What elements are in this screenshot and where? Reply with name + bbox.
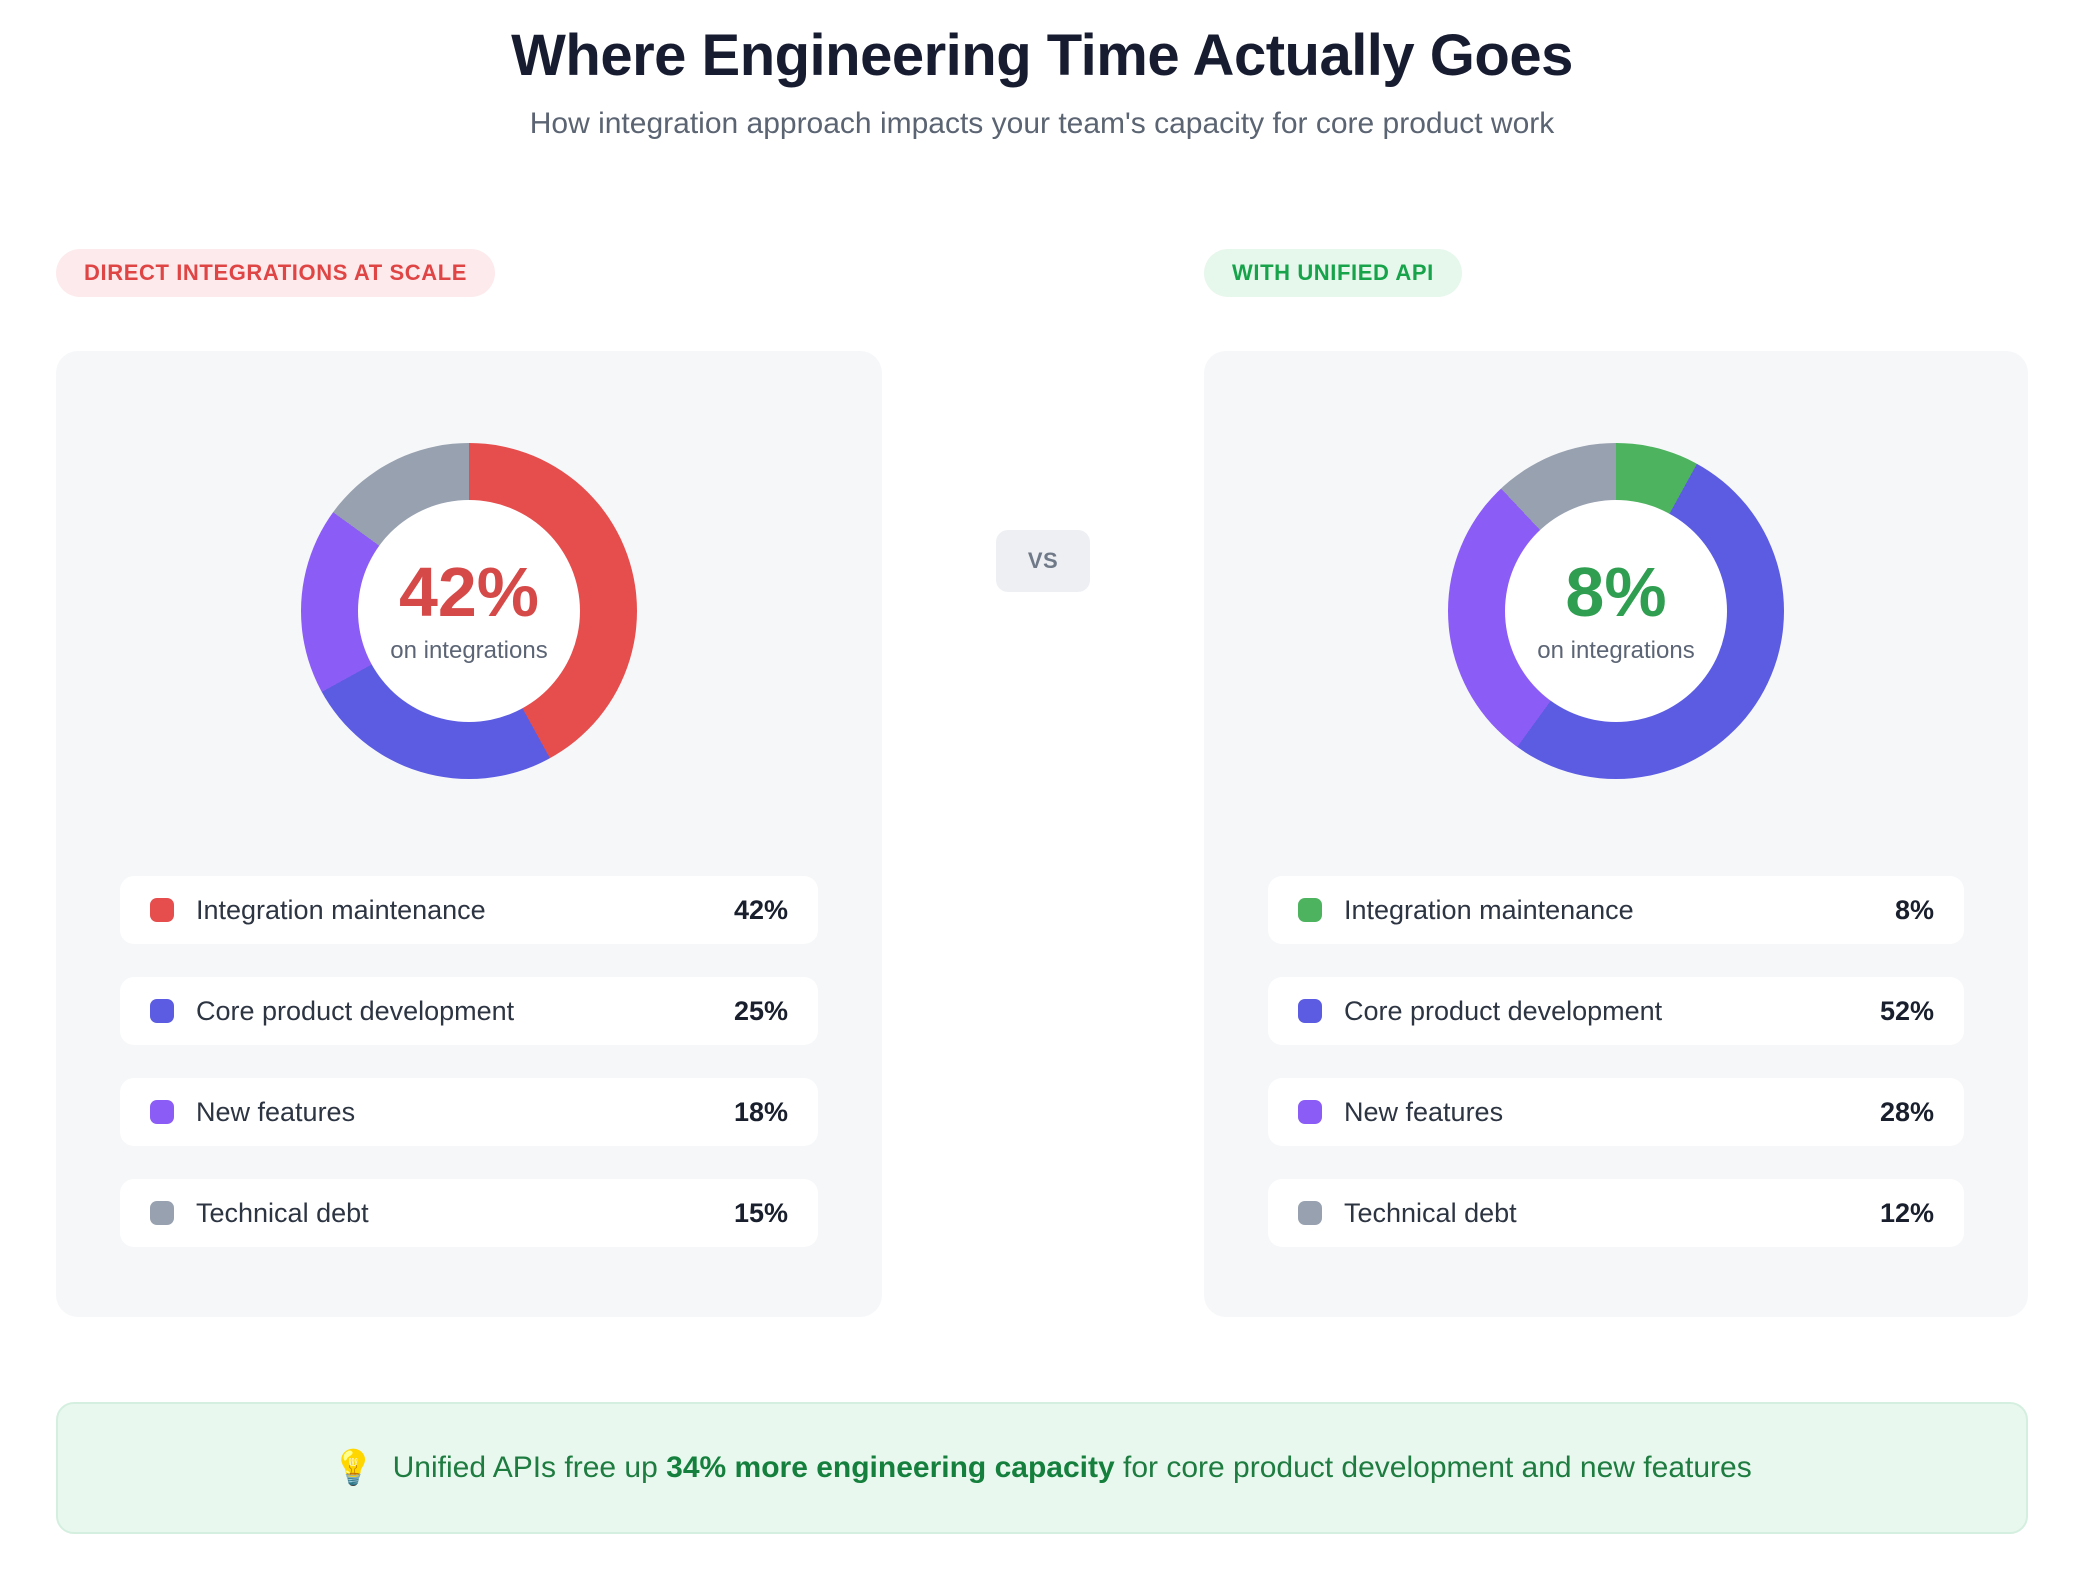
legend-swatch-red xyxy=(150,898,174,922)
vs-badge: VS xyxy=(995,530,1091,592)
donut-chart-unified: 8% on integrations xyxy=(1448,443,1784,779)
insight-suffix: for core product development and new fea… xyxy=(1114,1451,1752,1484)
donut-center-label: on integrations xyxy=(1537,637,1695,664)
legend-value: 12% xyxy=(1879,1197,1934,1228)
legend-label: Technical debt xyxy=(1344,1197,1517,1228)
card-direct-integrations: 42% on integrations Integration maintena… xyxy=(56,351,882,1317)
lightbulb-icon: 💡 xyxy=(332,1449,375,1487)
legend-label: Integration maintenance xyxy=(196,894,486,925)
badge-cell-right: WITH UNIFIED API xyxy=(1204,249,2028,297)
legend-value: 8% xyxy=(1894,894,1934,925)
badges-row: DIRECT INTEGRATIONS AT SCALE WITH UNIFIE… xyxy=(56,249,2028,297)
legend-label: New features xyxy=(196,1096,356,1127)
vs-column: VS xyxy=(882,351,1204,592)
insight-highlight: 34% more engineering capacity xyxy=(666,1451,1115,1484)
legend-swatch-indigo xyxy=(1298,999,1322,1023)
badge-unified-api: WITH UNIFIED API xyxy=(1204,249,1462,297)
badge-cell-mid xyxy=(882,249,1204,297)
legend-swatch-indigo xyxy=(150,999,174,1023)
legend-item: Integration maintenance 8% xyxy=(1268,876,1964,944)
legend-value: 28% xyxy=(1879,1096,1934,1127)
donut-center-label: on integrations xyxy=(390,637,548,664)
badge-direct-integrations: DIRECT INTEGRATIONS AT SCALE xyxy=(56,249,496,297)
page-subtitle: How integration approach impacts your te… xyxy=(529,107,1555,140)
legend-swatch-purple xyxy=(150,1100,174,1124)
legend-item: New features 28% xyxy=(1268,1078,1964,1146)
donut-chart-direct: 42% on integrations xyxy=(301,443,637,779)
legend-item: Core product development 25% xyxy=(120,977,818,1045)
legend-value: 52% xyxy=(1879,995,1934,1026)
header: Where Engineering Time Actually Goes How… xyxy=(56,22,2028,141)
legend-value: 15% xyxy=(733,1197,788,1228)
insight-prefix: Unified APIs free up xyxy=(392,1451,667,1484)
donut-hole: 8% on integrations xyxy=(1505,500,1727,722)
legend-label: Core product development xyxy=(1344,995,1663,1026)
legend-unified: Integration maintenance 8% Core product … xyxy=(1268,876,1964,1247)
insight-text: Unified APIs free up 34% more engineerin… xyxy=(393,1451,1752,1485)
legend-value: 18% xyxy=(733,1096,788,1127)
legend-item: New features 18% xyxy=(120,1078,818,1146)
donut-center-value: 8% xyxy=(1565,553,1667,631)
legend-label: Technical debt xyxy=(196,1197,369,1228)
badge-cell-left: DIRECT INTEGRATIONS AT SCALE xyxy=(56,249,882,297)
legend-swatch-green xyxy=(1298,898,1322,922)
legend-item: Technical debt 12% xyxy=(1268,1179,1964,1247)
comparison-section: 42% on integrations Integration maintena… xyxy=(56,351,2028,1317)
card-unified-api: 8% on integrations Integration maintenan… xyxy=(1204,351,2028,1317)
legend-item: Integration maintenance 42% xyxy=(120,876,818,944)
legend-swatch-purple xyxy=(1298,1100,1322,1124)
legend-label: New features xyxy=(1344,1096,1504,1127)
donut-hole: 42% on integrations xyxy=(358,500,580,722)
donut-center-value: 42% xyxy=(398,553,540,631)
legend-label: Integration maintenance xyxy=(1344,894,1634,925)
legend-value: 42% xyxy=(733,894,788,925)
insight-banner: 💡 Unified APIs free up 34% more engineer… xyxy=(56,1402,2028,1534)
legend-item: Technical debt 15% xyxy=(120,1179,818,1247)
legend-swatch-gray xyxy=(1298,1201,1322,1225)
legend-direct: Integration maintenance 42% Core product… xyxy=(120,876,818,1247)
page-title: Where Engineering Time Actually Goes xyxy=(511,23,1573,88)
legend-value: 25% xyxy=(733,995,788,1026)
legend-item: Core product development 52% xyxy=(1268,977,1964,1045)
legend-swatch-gray xyxy=(150,1201,174,1225)
legend-label: Core product development xyxy=(196,995,515,1026)
